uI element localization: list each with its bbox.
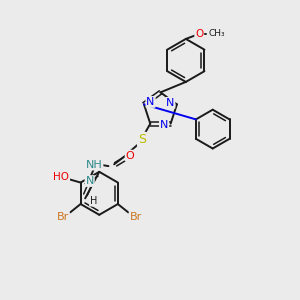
Text: N: N: [85, 176, 94, 186]
Text: Br: Br: [57, 212, 69, 222]
Text: O: O: [195, 28, 203, 38]
Text: Br: Br: [130, 212, 142, 222]
Text: NH: NH: [86, 160, 103, 170]
Text: N: N: [146, 97, 155, 107]
Text: N: N: [160, 120, 168, 130]
Text: H: H: [90, 196, 97, 206]
Text: O: O: [126, 151, 134, 161]
Text: HO: HO: [53, 172, 69, 182]
Text: S: S: [138, 133, 146, 146]
Text: N: N: [166, 98, 175, 108]
Text: CH₃: CH₃: [209, 29, 226, 38]
